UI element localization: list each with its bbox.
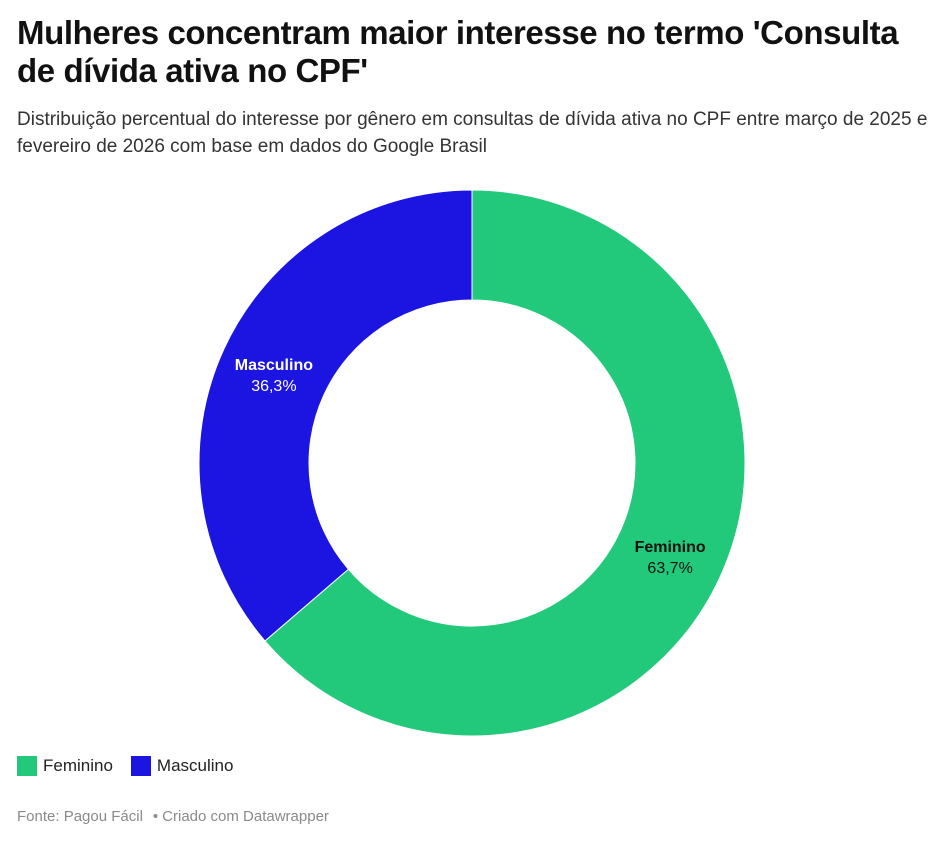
- legend-label-masculino: Masculino: [156, 756, 234, 775]
- slice-label-masculino: Masculino: [235, 357, 313, 374]
- slice-value-masculino: 36,3%: [251, 378, 296, 395]
- slice-label-feminino: Feminino: [635, 539, 706, 556]
- slice-value-feminino: 63,7%: [647, 560, 692, 577]
- legend-swatch-feminino: [17, 756, 37, 776]
- legend-item-masculino: Masculino: [130, 756, 234, 776]
- source-note: Fonte: Pagou Fácil: [17, 808, 143, 825]
- legend-swatch-masculino: [130, 756, 151, 776]
- donut-slice-labels: Feminino 63,7% Masculino 36,3%: [235, 357, 706, 577]
- legend-label-feminino: Feminino: [43, 756, 113, 775]
- donut-slice-feminino: [264, 189, 746, 737]
- legend-item-feminino: Feminino: [17, 756, 113, 776]
- footer: Fonte: Pagou Fácil • Criado com Datawrappe…: [17, 808, 329, 825]
- donut-slices: [198, 189, 746, 737]
- chart-title: Mulheres concentram maior interesse no t…: [17, 14, 899, 89]
- donut-slice-masculino: [198, 189, 473, 642]
- credit-note: Criado com Datawrapper: [162, 808, 329, 825]
- donut-chart: Feminino 63,7% Masculino 36,3%: [198, 189, 746, 737]
- footer-separator: •: [152, 808, 159, 825]
- legend: Feminino Masculino: [17, 754, 251, 778]
- chart-subtitle: Distribuição percentual do interesse por…: [17, 109, 928, 157]
